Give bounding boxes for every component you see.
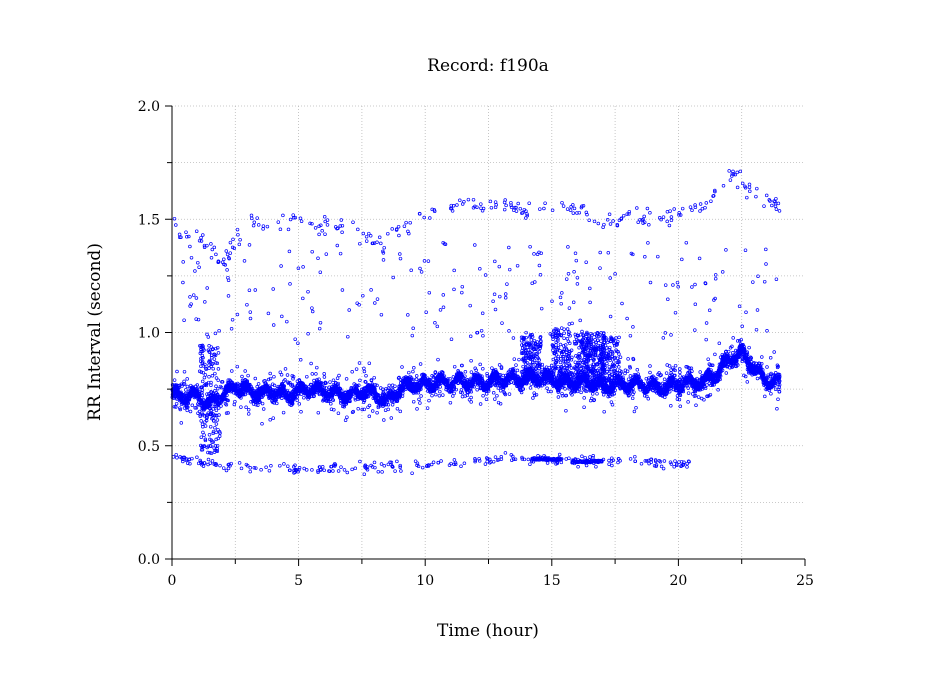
- data-point: [341, 404, 345, 409]
- data-point: [430, 393, 434, 398]
- data-point: [730, 365, 734, 370]
- data-point: [385, 388, 390, 392]
- data-point: [590, 392, 595, 396]
- data-point: [606, 394, 610, 399]
- data-points: [170, 169, 782, 476]
- grid: [172, 105, 805, 559]
- data-point: [663, 395, 667, 400]
- data-point: [469, 389, 474, 394]
- data-point: [773, 371, 778, 375]
